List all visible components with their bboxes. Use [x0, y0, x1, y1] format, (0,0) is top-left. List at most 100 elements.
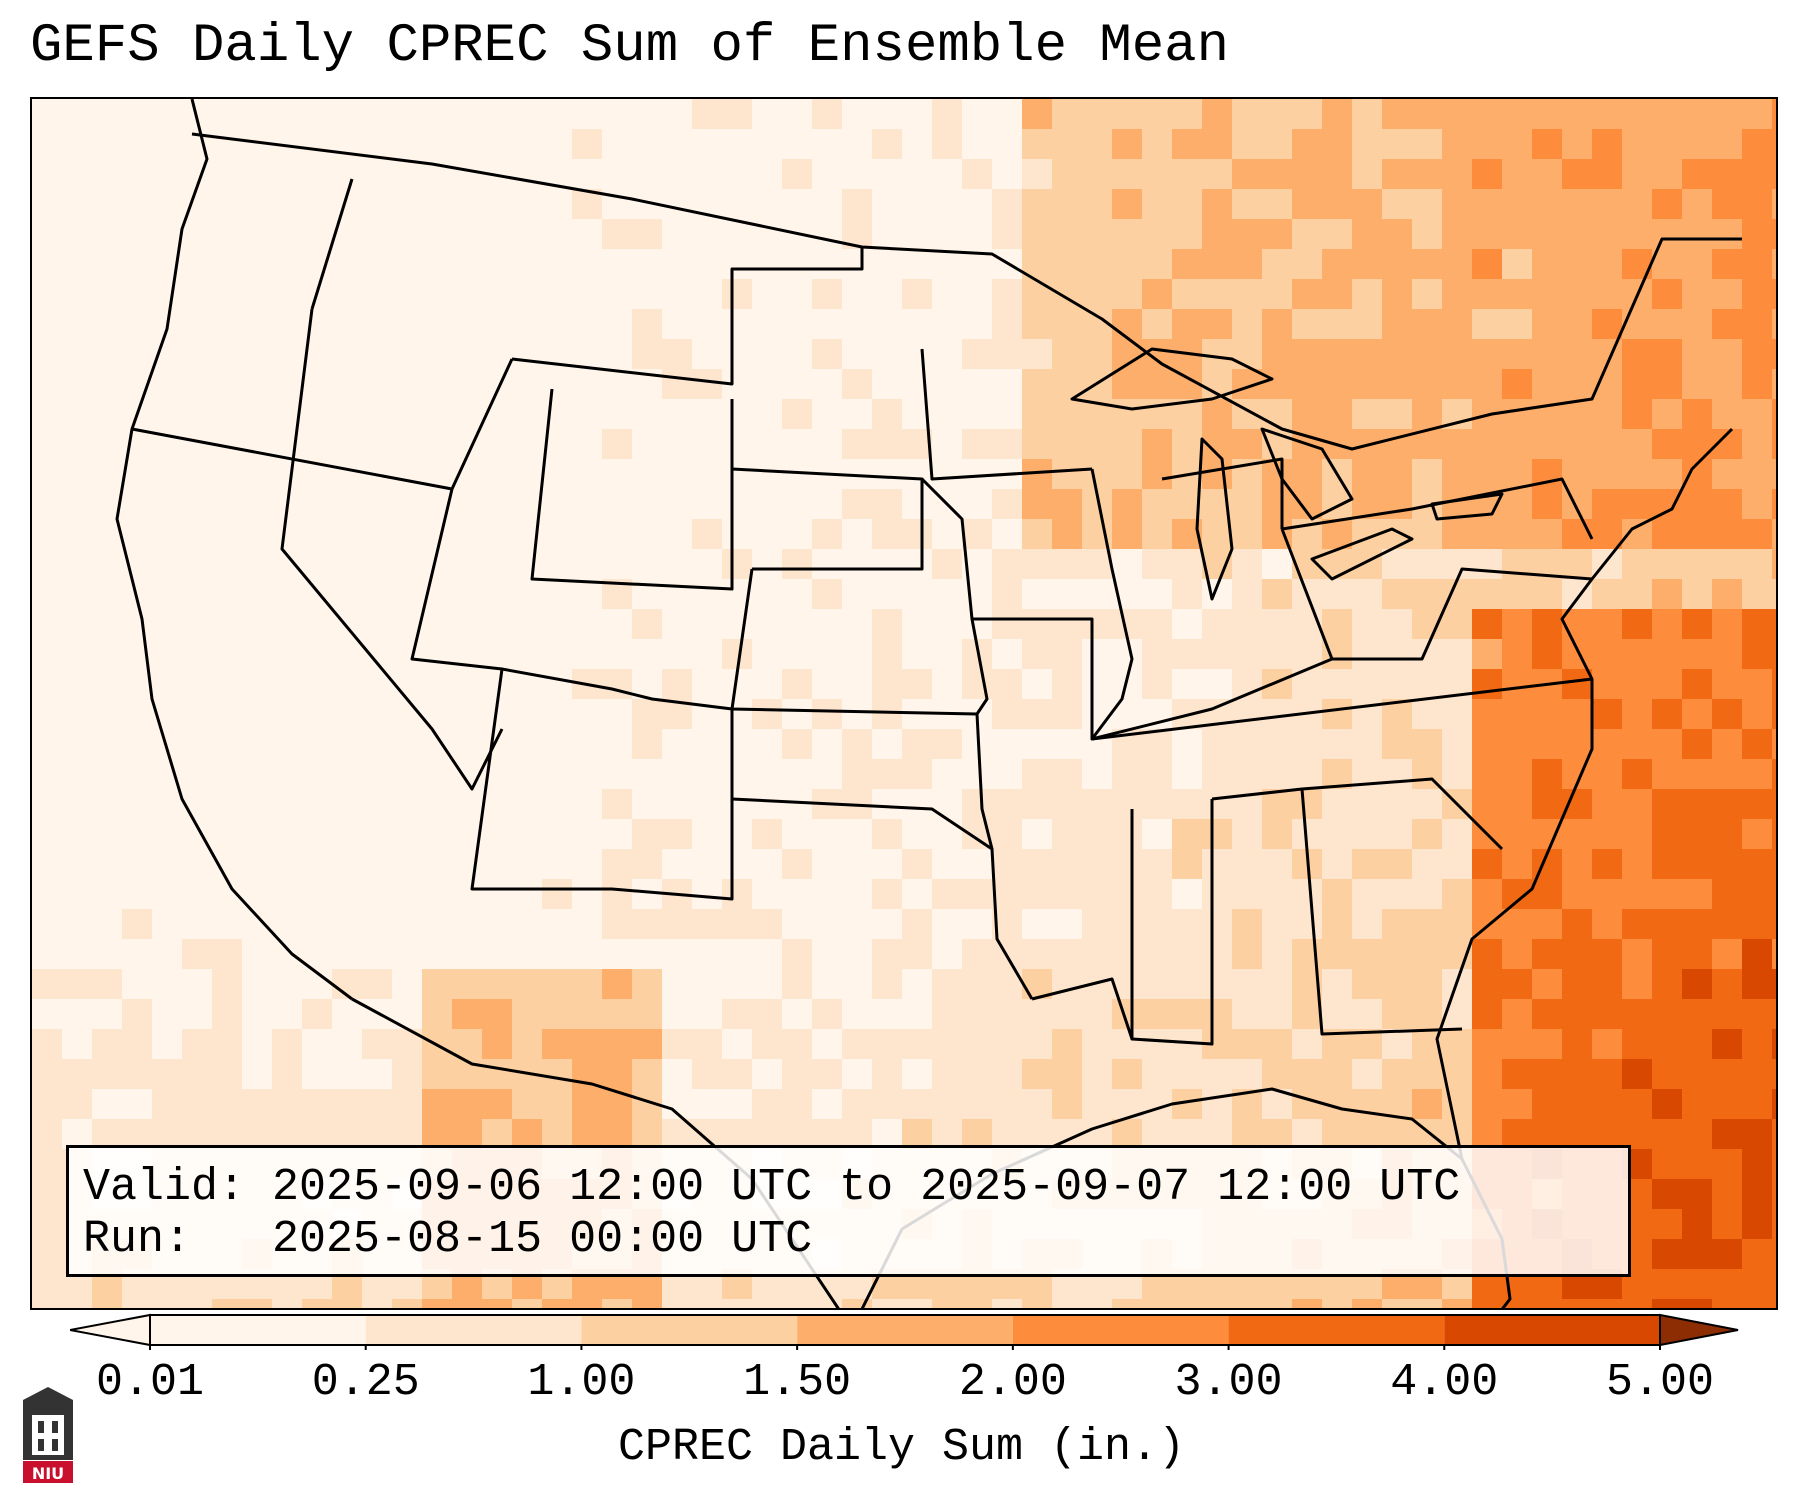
- precip-cell: [1082, 429, 1113, 460]
- precip-cell: [1712, 609, 1743, 640]
- precip-cell: [152, 369, 183, 400]
- precip-cell: [1082, 99, 1113, 130]
- precip-cell: [572, 699, 603, 730]
- precip-cell: [1052, 669, 1083, 700]
- precip-cell: [62, 609, 93, 640]
- precip-cell: [302, 849, 333, 880]
- precip-cell: [242, 309, 273, 340]
- precip-cell: [722, 279, 753, 310]
- precip-cell: [692, 669, 723, 700]
- precip-cell: [1232, 429, 1263, 460]
- precip-cell: [62, 669, 93, 700]
- precip-cell: [572, 609, 603, 640]
- precip-cell: [242, 489, 273, 520]
- precip-cell: [692, 219, 723, 250]
- precip-cell: [422, 369, 453, 400]
- precip-cell: [122, 609, 153, 640]
- precip-cell: [1112, 819, 1143, 850]
- precip-cell: [1442, 129, 1473, 160]
- precip-cell: [32, 789, 63, 820]
- precip-cell: [692, 339, 723, 370]
- precip-cell: [1532, 519, 1563, 550]
- precip-cell: [662, 549, 693, 580]
- colorbar-segment: [1228, 1315, 1445, 1345]
- precip-cell: [1622, 579, 1653, 610]
- precip-cell: [752, 189, 783, 220]
- precip-cell: [1142, 639, 1173, 670]
- precip-cell: [92, 459, 123, 490]
- precip-cell: [1022, 939, 1053, 970]
- precip-cell: [992, 99, 1023, 130]
- precip-cell: [362, 489, 393, 520]
- precip-cell: [992, 549, 1023, 580]
- precip-cell: [752, 429, 783, 460]
- precip-cell: [1322, 129, 1353, 160]
- precip-cell: [62, 429, 93, 460]
- precip-cell: [1532, 759, 1563, 790]
- precip-cell: [1592, 969, 1623, 1000]
- precip-cell: [362, 1119, 393, 1150]
- precip-cell: [242, 339, 273, 370]
- precip-cell: [812, 999, 843, 1030]
- precip-cell: [1412, 459, 1443, 490]
- precip-cell: [1082, 1089, 1113, 1120]
- precip-cell: [752, 279, 783, 310]
- precip-cell: [902, 99, 933, 130]
- precip-cell: [1682, 969, 1713, 1000]
- precip-cell: [632, 1119, 663, 1150]
- precip-cell: [1382, 969, 1413, 1000]
- precip-cell: [1082, 759, 1113, 790]
- precip-cell: [542, 309, 573, 340]
- precip-cell: [1172, 849, 1203, 880]
- colorbar-tick-label: 0.25: [311, 1357, 420, 1408]
- precip-cell: [1352, 399, 1383, 430]
- precip-cell: [782, 1029, 813, 1060]
- precip-cell: [1742, 999, 1773, 1030]
- precip-cell: [1052, 459, 1083, 490]
- precip-cell: [1622, 1299, 1653, 1308]
- precip-cell: [242, 459, 273, 490]
- precip-cell: [692, 429, 723, 460]
- precip-cell: [122, 249, 153, 280]
- precip-cell: [1472, 429, 1503, 460]
- colorbar-tick-label: 0.01: [95, 1357, 205, 1408]
- precip-cell: [32, 1209, 63, 1240]
- precip-cell: [332, 729, 363, 760]
- precip-cell: [452, 219, 483, 250]
- precip-cell: [182, 939, 213, 970]
- precip-cell: [932, 549, 963, 580]
- precip-cell: [272, 519, 303, 550]
- precip-cell: [1172, 939, 1203, 970]
- precip-cell: [1412, 219, 1443, 250]
- precip-cell: [512, 249, 543, 280]
- precip-cell: [1772, 999, 1776, 1030]
- precip-cell: [32, 249, 63, 280]
- precip-cell: [542, 639, 573, 670]
- precip-cell: [62, 549, 93, 580]
- precip-cell: [1472, 639, 1503, 670]
- precip-cell: [632, 999, 663, 1030]
- precip-cell: [1082, 1059, 1113, 1090]
- precip-cell: [1052, 1299, 1083, 1308]
- precip-cell: [1322, 909, 1353, 940]
- precip-cell: [1292, 1059, 1323, 1090]
- precip-cell: [422, 909, 453, 940]
- precip-cell: [1202, 819, 1233, 850]
- precip-cell: [392, 759, 423, 790]
- precip-cell: [692, 879, 723, 910]
- precip-cell: [542, 909, 573, 940]
- precip-cell: [782, 339, 813, 370]
- precip-cell: [32, 129, 63, 160]
- precip-cell: [1052, 219, 1083, 250]
- precip-cell: [152, 849, 183, 880]
- precip-cell: [1412, 939, 1443, 970]
- precip-cell: [92, 1089, 123, 1120]
- precip-cell: [1742, 969, 1773, 1000]
- precip-cell: [572, 1029, 603, 1060]
- precip-cell: [602, 369, 633, 400]
- precip-cell: [1022, 1299, 1053, 1308]
- precip-cell: [932, 309, 963, 340]
- precip-cell: [242, 669, 273, 700]
- precip-cell: [962, 939, 993, 970]
- precip-cell: [272, 729, 303, 760]
